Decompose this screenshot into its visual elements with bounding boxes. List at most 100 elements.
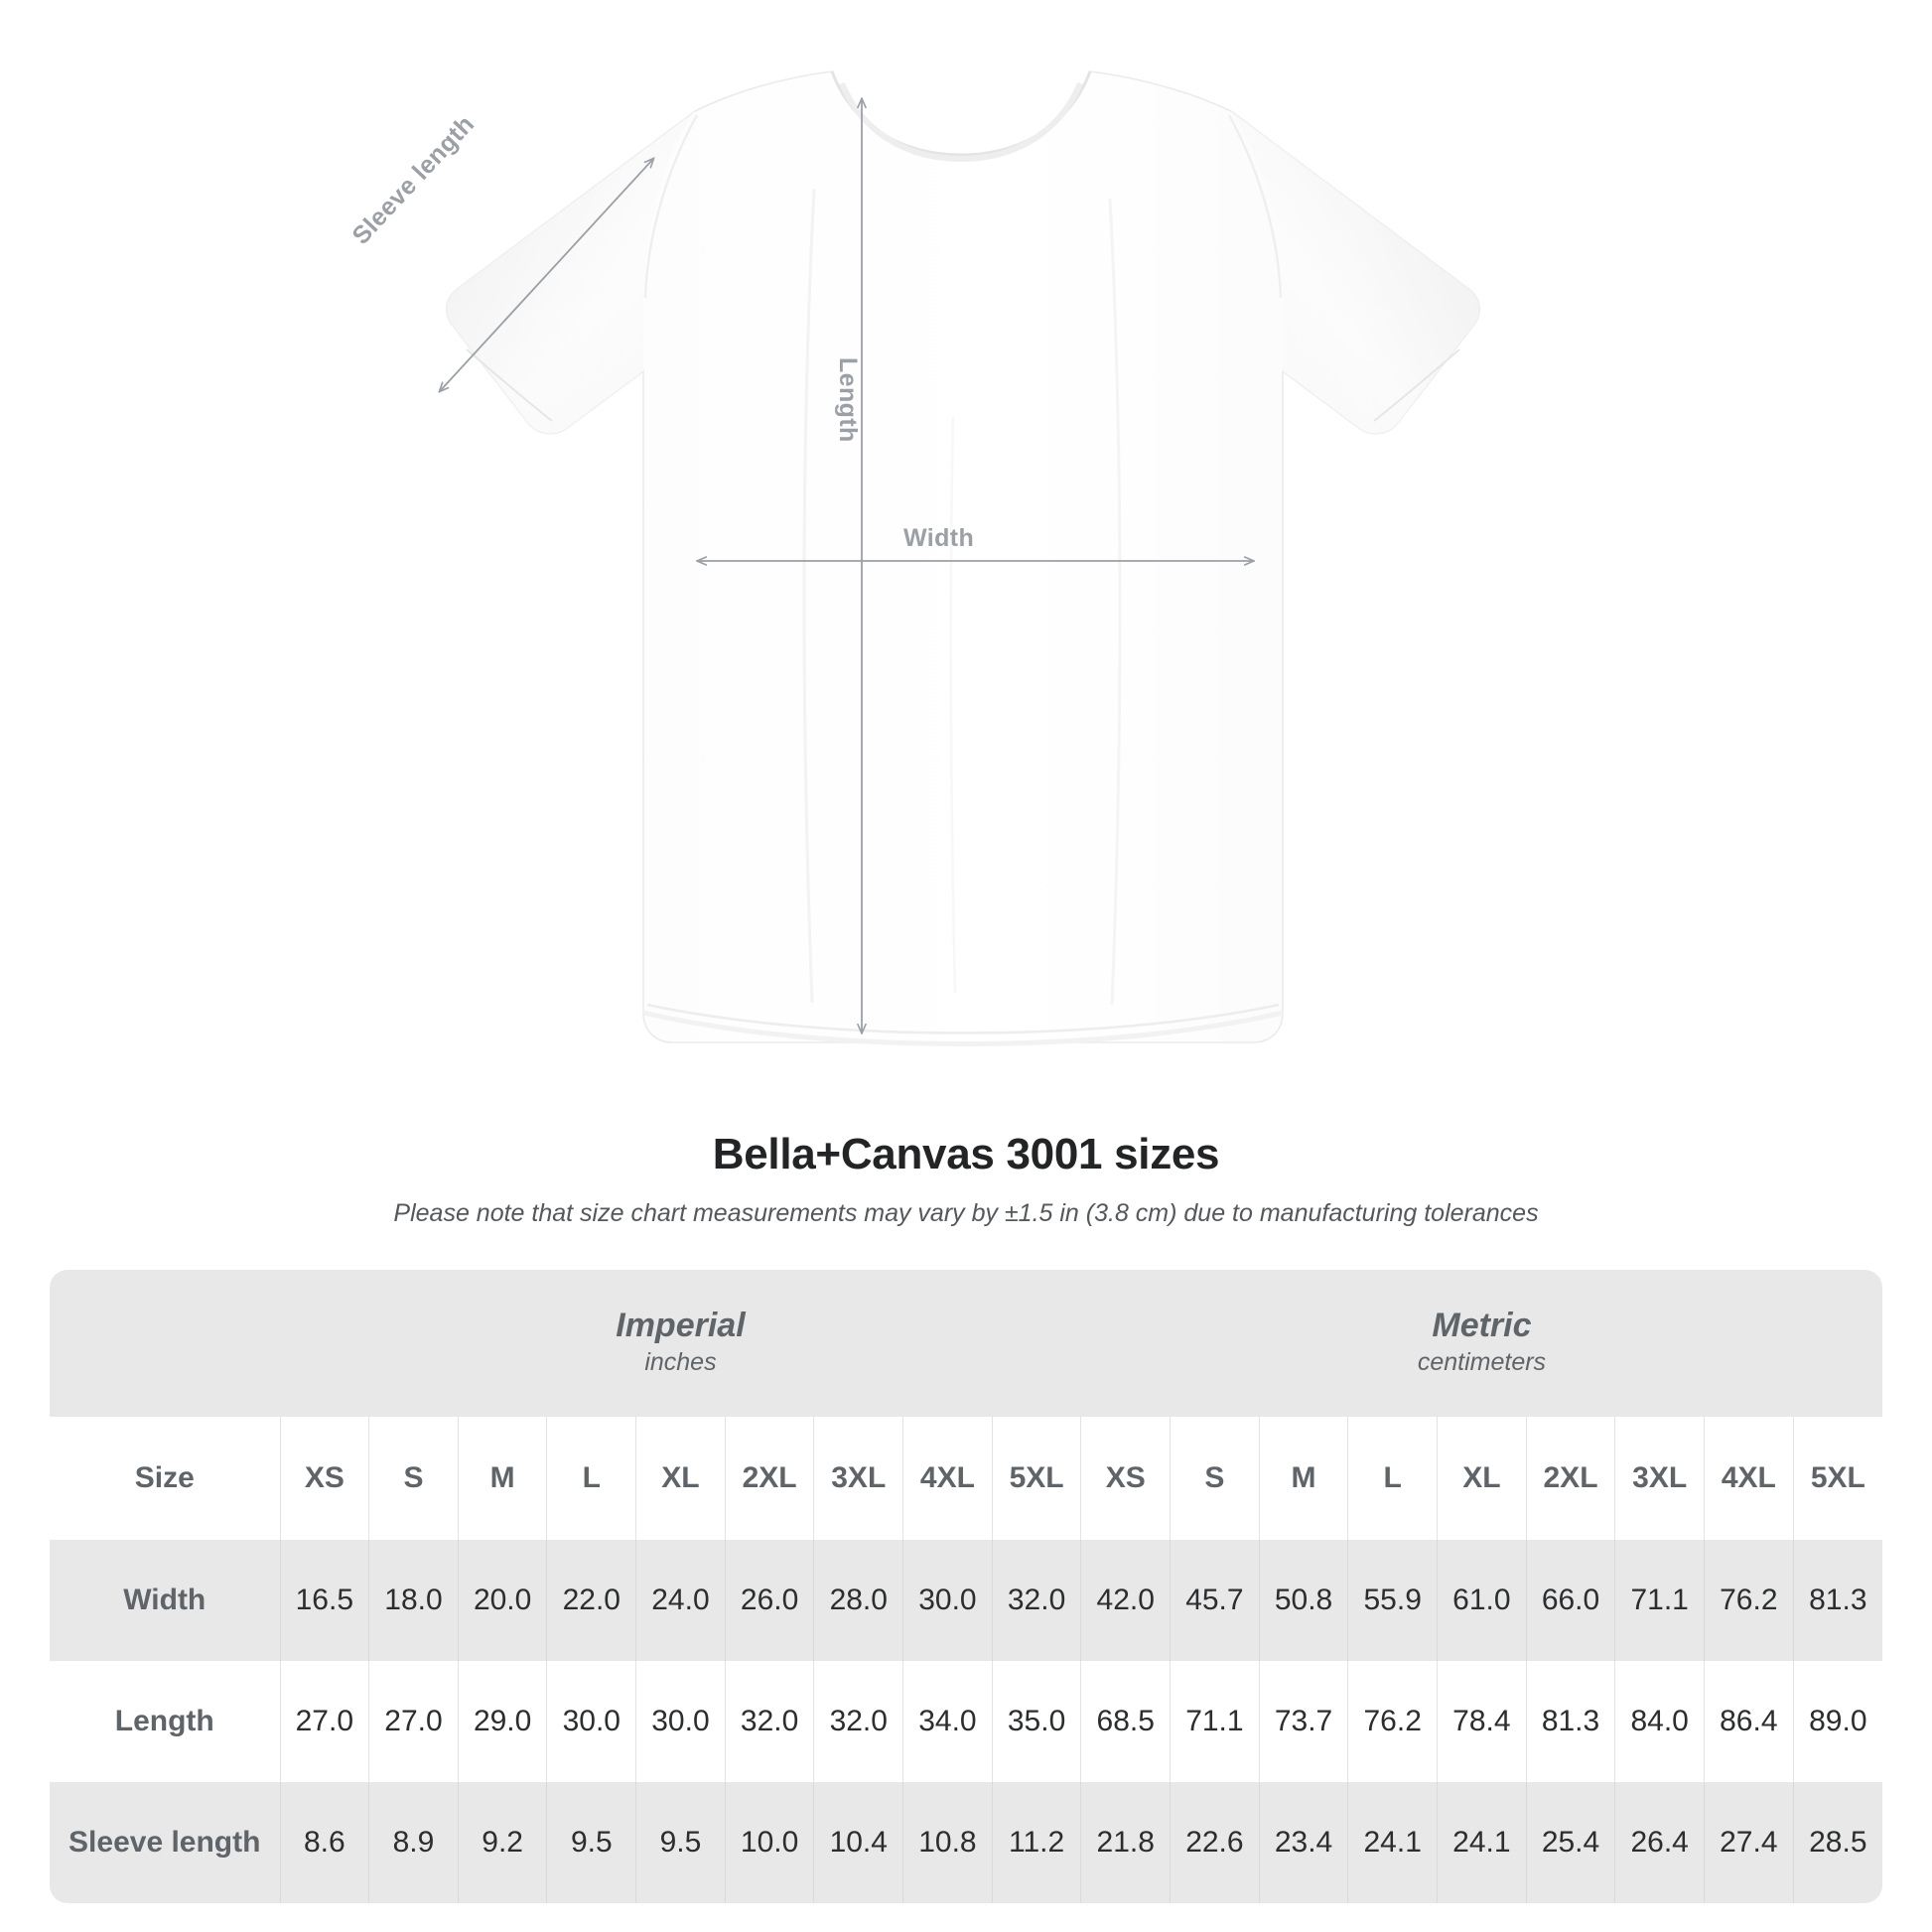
unit-name-imperial: Imperial xyxy=(616,1306,746,1344)
size-header-imperial-4xl: 4XL xyxy=(902,1417,993,1540)
unit-sub-imperial: inches xyxy=(644,1348,717,1377)
cell-value: 9.5 xyxy=(635,1782,726,1903)
cell-value: 30.0 xyxy=(902,1540,993,1661)
cell-value: 26.0 xyxy=(724,1540,814,1661)
size-header-metric-m: M xyxy=(1258,1417,1348,1540)
page-title: Bella+Canvas 3001 sizes xyxy=(712,1130,1220,1178)
cell-value: 30.0 xyxy=(546,1661,636,1782)
size-header-imperial-2xl: 2XL xyxy=(724,1417,814,1540)
size-header-imperial-3xl: 3XL xyxy=(813,1417,903,1540)
cell-value: 30.0 xyxy=(635,1661,726,1782)
cell-value: 24.0 xyxy=(635,1540,726,1661)
size-header-metric-l: L xyxy=(1347,1417,1438,1540)
unit-sub-metric: centimeters xyxy=(1417,1348,1547,1377)
row-label-width: Width xyxy=(50,1540,280,1661)
tshirt-illustration xyxy=(0,70,1480,1046)
unit-cell-imperial: Imperial inches xyxy=(280,1270,1081,1417)
unit-system-header-row: Imperial inches Metric centimeters xyxy=(50,1270,1882,1417)
title-block: Bella+Canvas 3001 sizes Please note that… xyxy=(0,1112,1932,1228)
size-chart-table-wrapper: Imperial inches Metric centimeters Size … xyxy=(50,1270,1882,1903)
unit-name-metric: Metric xyxy=(1432,1306,1532,1344)
cell-value: 24.1 xyxy=(1347,1782,1438,1903)
size-header-metric-4xl: 4XL xyxy=(1704,1417,1794,1540)
tolerance-note: Please note that size chart measurements… xyxy=(393,1199,1539,1227)
cell-value: 32.0 xyxy=(991,1540,1081,1661)
table-row: Width 16.5 18.0 20.0 22.0 24.0 26.0 28.0 30.0 32.… xyxy=(50,1540,1882,1661)
cell-value: 16.5 xyxy=(279,1540,369,1661)
cell-value: 9.2 xyxy=(457,1782,547,1903)
cell-value: 76.2 xyxy=(1347,1661,1438,1782)
cell-value: 71.1 xyxy=(1614,1540,1705,1661)
size-header-metric-xs: XS xyxy=(1080,1417,1171,1540)
cell-value: 81.3 xyxy=(1525,1661,1615,1782)
width-label: Width xyxy=(903,524,975,552)
cell-value: 81.3 xyxy=(1792,1540,1882,1661)
cell-value: 10.8 xyxy=(902,1782,993,1903)
cell-value: 45.7 xyxy=(1170,1540,1260,1661)
cell-value: 8.9 xyxy=(368,1782,459,1903)
cell-value: 32.0 xyxy=(813,1661,903,1782)
cell-value: 55.9 xyxy=(1347,1540,1438,1661)
cell-value: 28.5 xyxy=(1792,1782,1882,1903)
size-header-row: Size XS S M L XL 2XL 3XL 4XL 5XL XS S M L XL 2XL 3XL 4XL… xyxy=(50,1417,1882,1540)
cell-value: 24.1 xyxy=(1437,1782,1527,1903)
cell-value: 22.6 xyxy=(1170,1782,1260,1903)
size-header-imperial-xl: XL xyxy=(635,1417,726,1540)
unit-spacer-cell xyxy=(50,1270,280,1417)
tshirt-diagram: Sleeve length Length Width xyxy=(0,70,1480,1046)
size-chart-table: Imperial inches Metric centimeters Size … xyxy=(50,1270,1882,1903)
row-label-length: Length xyxy=(50,1661,280,1782)
cell-value: 71.1 xyxy=(1170,1661,1260,1782)
cell-value: 61.0 xyxy=(1437,1540,1527,1661)
cell-value: 84.0 xyxy=(1614,1661,1705,1782)
size-header-metric-2xl: 2XL xyxy=(1525,1417,1615,1540)
cell-value: 86.4 xyxy=(1704,1661,1794,1782)
cell-value: 10.0 xyxy=(724,1782,814,1903)
cell-value: 8.6 xyxy=(279,1782,369,1903)
unit-cell-metric: Metric centimeters xyxy=(1080,1270,1882,1417)
size-header-imperial-5xl: 5XL xyxy=(991,1417,1081,1540)
cell-value: 9.5 xyxy=(546,1782,636,1903)
cell-value: 22.0 xyxy=(546,1540,636,1661)
cell-value: 35.0 xyxy=(991,1661,1081,1782)
size-header-label: Size xyxy=(50,1417,280,1540)
cell-value: 66.0 xyxy=(1525,1540,1615,1661)
cell-value: 76.2 xyxy=(1704,1540,1794,1661)
cell-value: 20.0 xyxy=(457,1540,547,1661)
cell-value: 78.4 xyxy=(1437,1661,1527,1782)
size-header-imperial-s: S xyxy=(368,1417,459,1540)
cell-value: 11.2 xyxy=(991,1782,1081,1903)
size-header-imperial-xs: XS xyxy=(279,1417,369,1540)
cell-value: 25.4 xyxy=(1525,1782,1615,1903)
cell-value: 29.0 xyxy=(457,1661,547,1782)
size-header-metric-3xl: 3XL xyxy=(1614,1417,1705,1540)
table-row: Length 27.0 27.0 29.0 30.0 30.0 32.0 32.0 34.0 35… xyxy=(50,1661,1882,1782)
sleeve-length-arrow xyxy=(440,159,653,391)
size-table-body: Width 16.5 18.0 20.0 22.0 24.0 26.0 28.0 30.0 32.… xyxy=(50,1540,1882,1903)
tshirt-shape xyxy=(446,70,1480,1046)
cell-value: 27.4 xyxy=(1704,1782,1794,1903)
cell-value: 34.0 xyxy=(902,1661,993,1782)
cell-value: 68.5 xyxy=(1080,1661,1171,1782)
size-header-metric-5xl: 5XL xyxy=(1792,1417,1882,1540)
cell-value: 21.8 xyxy=(1080,1782,1171,1903)
cell-value: 28.0 xyxy=(813,1540,903,1661)
size-header-metric-xl: XL xyxy=(1437,1417,1527,1540)
cell-value: 26.4 xyxy=(1614,1782,1705,1903)
cell-value: 27.0 xyxy=(279,1661,369,1782)
cell-value: 27.0 xyxy=(368,1661,459,1782)
cell-value: 73.7 xyxy=(1258,1661,1348,1782)
cell-value: 10.4 xyxy=(813,1782,903,1903)
table-row: Sleeve length 8.6 8.9 9.2 9.5 9.5 10.0 10.4 10.8… xyxy=(50,1782,1882,1903)
cell-value: 23.4 xyxy=(1258,1782,1348,1903)
cell-value: 89.0 xyxy=(1792,1661,1882,1782)
size-header-imperial-m: M xyxy=(457,1417,547,1540)
cell-value: 50.8 xyxy=(1258,1540,1348,1661)
length-label: Length xyxy=(834,357,862,443)
row-label-sleeve-length: Sleeve length xyxy=(50,1782,280,1903)
size-header-metric-s: S xyxy=(1170,1417,1260,1540)
cell-value: 18.0 xyxy=(368,1540,459,1661)
size-header-imperial-l: L xyxy=(546,1417,636,1540)
cell-value: 32.0 xyxy=(724,1661,814,1782)
dimension-arrows xyxy=(440,99,1253,1033)
